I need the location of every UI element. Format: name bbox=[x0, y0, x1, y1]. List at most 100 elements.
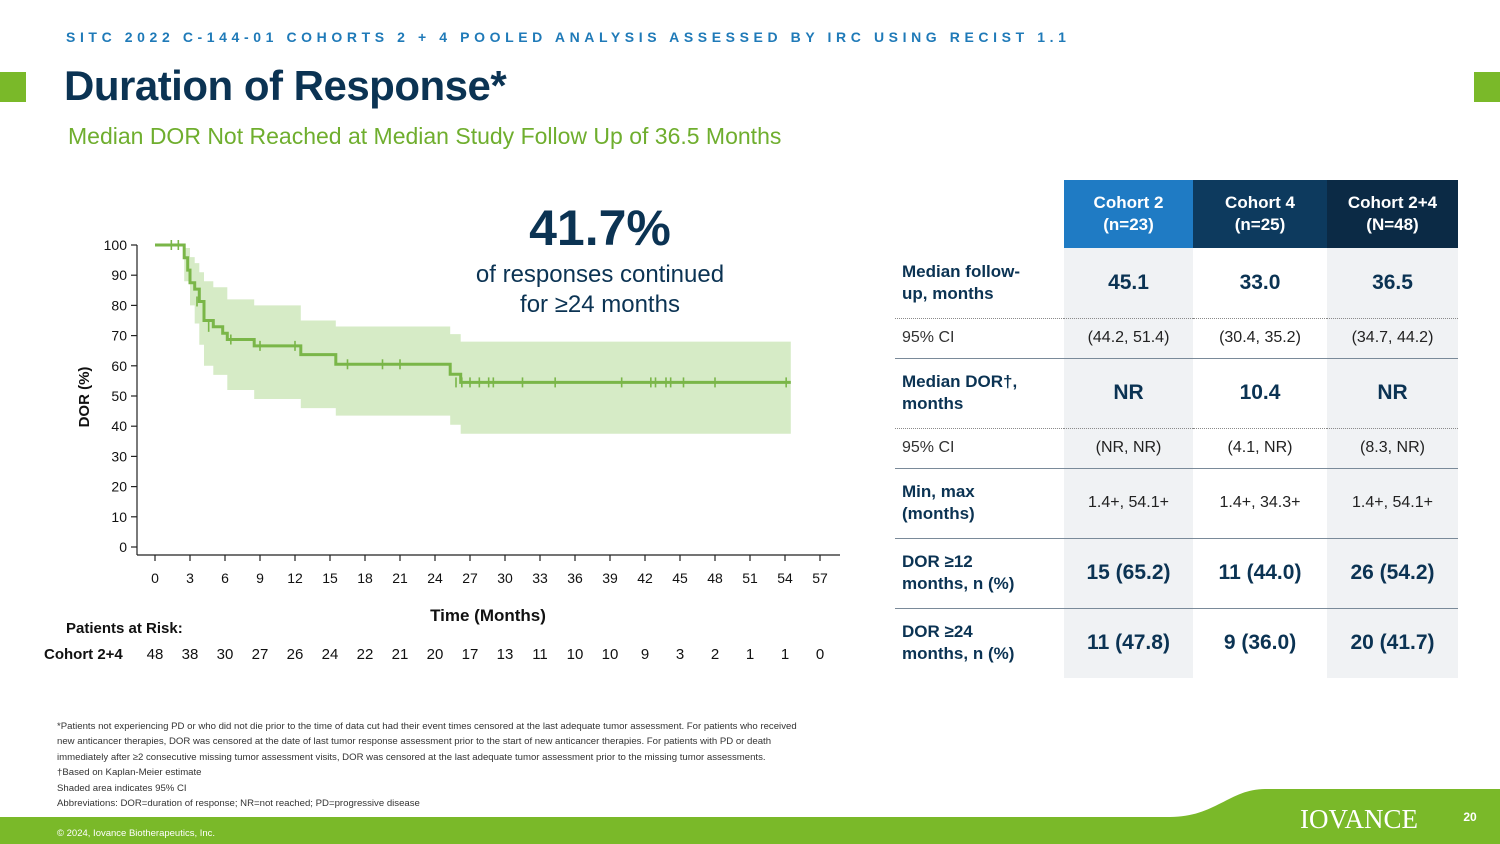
table-cell: 11 (47.8) bbox=[1064, 608, 1193, 678]
at-risk-value: 9 bbox=[641, 646, 649, 663]
table-cell: 15 (65.2) bbox=[1064, 538, 1193, 609]
x-tick-label: 48 bbox=[707, 570, 723, 586]
at-risk-value: 3 bbox=[676, 646, 684, 663]
table-row-dor-12: DOR ≥12 months, n (%) 15 (65.2) 11 (44.0)… bbox=[895, 538, 1458, 609]
row-label: Min, max (months) bbox=[895, 468, 1064, 539]
table-corner bbox=[895, 180, 1064, 248]
x-tick-label: 39 bbox=[602, 570, 618, 586]
footnote-line: Shaded area indicates 95% CI bbox=[57, 782, 187, 794]
right-accent-bar bbox=[1474, 72, 1500, 102]
footnotes: *Patients not experiencing PD or who did… bbox=[57, 719, 897, 811]
table-row-dor-24: DOR ≥24 months, n (%) 11 (47.8) 9 (36.0) … bbox=[895, 608, 1458, 678]
at-risk-value: 0 bbox=[816, 646, 824, 663]
at-risk-value: 21 bbox=[392, 646, 409, 663]
y-tick-label: 90 bbox=[111, 267, 127, 283]
x-tick-label: 57 bbox=[812, 570, 828, 586]
x-tick-label: 24 bbox=[427, 570, 443, 586]
x-tick-label: 12 bbox=[287, 570, 303, 586]
results-table: Cohort 2 (n=23) Cohort 4 (n=25) Cohort 2+4… bbox=[895, 180, 1458, 678]
table-cell: NR bbox=[1327, 358, 1458, 429]
callout: 41.7% of responses continued for ≥24 mon… bbox=[440, 196, 760, 320]
at-risk-value: 10 bbox=[602, 646, 619, 663]
x-tick-label: 6 bbox=[221, 570, 229, 586]
column-header-cohort-4: Cohort 4 (n=25) bbox=[1193, 180, 1327, 248]
eyebrow-text: SITC 2022 C-144-01 COHORTS 2 + 4 POOLED … bbox=[66, 29, 1071, 45]
table-cell: 1.4+, 54.1+ bbox=[1064, 468, 1193, 539]
y-tick-label: 60 bbox=[111, 358, 127, 374]
y-tick-label: 80 bbox=[111, 297, 127, 313]
iovance-logo: IOVANCE bbox=[1300, 804, 1419, 834]
at-risk-title: Patients at Risk: bbox=[66, 620, 183, 637]
table-cell: (44.2, 51.4) bbox=[1064, 318, 1193, 359]
table-cell: 9 (36.0) bbox=[1193, 608, 1327, 678]
footnote-line: new anticancer therapies, DOR was censor… bbox=[57, 736, 772, 748]
at-risk-value: 13 bbox=[497, 646, 514, 663]
table-cell: 1.4+, 34.3+ bbox=[1193, 468, 1327, 539]
footnote-line: *Patients not experiencing PD or who did… bbox=[57, 721, 797, 732]
row-label: Median DOR†, months bbox=[895, 358, 1064, 429]
x-tick-label: 9 bbox=[256, 570, 264, 586]
at-risk-value: 1 bbox=[746, 646, 754, 663]
at-risk-value: 10 bbox=[567, 646, 584, 663]
at-risk-value: 38 bbox=[182, 646, 199, 663]
column-header-cohort-2: Cohort 2 (n=23) bbox=[1064, 180, 1193, 248]
footer-band bbox=[0, 789, 1500, 844]
x-tick-label: 21 bbox=[392, 570, 408, 586]
row-label: DOR ≥24 months, n (%) bbox=[902, 622, 1015, 664]
at-risk-value: 1 bbox=[781, 646, 789, 663]
y-tick-label: 50 bbox=[111, 388, 127, 404]
table-cell: NR bbox=[1064, 358, 1193, 429]
x-tick-label: 18 bbox=[357, 570, 373, 586]
table-row-median-follow-up: Median follow-up, months 45.1 33.0 36.5 bbox=[895, 248, 1458, 319]
row-label: Median follow-up, months bbox=[895, 248, 1064, 319]
table-cell: (34.7, 44.2) bbox=[1327, 318, 1458, 359]
km-curve bbox=[155, 243, 791, 384]
table-cell: 36.5 bbox=[1327, 248, 1458, 319]
table-row-dor-ci: 95% CI (NR, NR) (4.1, NR) (8.3, NR) bbox=[895, 428, 1458, 469]
at-risk-row-label: Cohort 2+4 bbox=[44, 646, 123, 663]
y-axis-label: DOR (%) bbox=[76, 367, 93, 428]
at-risk-value: 26 bbox=[287, 646, 304, 663]
footnote-line: †Based on Kaplan-Meier estimate bbox=[57, 767, 202, 779]
x-tick-label: 15 bbox=[322, 570, 338, 586]
table-cell: (8.3, NR) bbox=[1327, 428, 1458, 469]
at-risk-value: 22 bbox=[357, 646, 374, 663]
copyright-text: © 2024, Iovance Biotherapeutics, Inc. bbox=[57, 828, 216, 839]
y-tick-label: 100 bbox=[104, 237, 128, 253]
x-tick-label: 30 bbox=[497, 570, 513, 586]
footnote-line: Abbreviations: DOR=duration of response;… bbox=[57, 798, 420, 810]
table-row-follow-up-ci: 95% CI (44.2, 51.4) (30.4, 35.2) (34.7, … bbox=[895, 318, 1458, 359]
slide-subtitle: Median DOR Not Reached at Median Study F… bbox=[68, 123, 782, 149]
x-tick-label: 36 bbox=[567, 570, 583, 586]
page-number: 20 bbox=[1452, 801, 1488, 833]
x-tick-label: 54 bbox=[777, 570, 793, 586]
table-cell: (NR, NR) bbox=[1064, 428, 1193, 469]
at-risk-value: 48 bbox=[147, 646, 164, 663]
left-accent-bar bbox=[0, 72, 26, 102]
x-tick-label: 27 bbox=[462, 570, 478, 586]
row-label: DOR ≥12 months, n (%) bbox=[895, 538, 1064, 609]
x-tick-label: 51 bbox=[742, 570, 758, 586]
table-row-min-max: Min, max (months) 1.4+, 54.1+ 1.4+, 34.3+… bbox=[895, 468, 1458, 539]
table-cell: 45.1 bbox=[1064, 248, 1193, 319]
y-tick-label: 10 bbox=[111, 509, 127, 525]
x-axis-label: Time (Months) bbox=[430, 606, 546, 625]
table-cell: (4.1, NR) bbox=[1193, 428, 1327, 469]
row-label: 95% CI bbox=[895, 428, 1064, 469]
table-cell: (30.4, 35.2) bbox=[1193, 318, 1327, 359]
y-tick-label: 0 bbox=[119, 539, 127, 555]
x-tick-label: 0 bbox=[151, 570, 159, 586]
at-risk-value: 20 bbox=[427, 646, 444, 663]
at-risk-value: 24 bbox=[322, 646, 339, 663]
at-risk-value: 2 bbox=[711, 646, 719, 663]
at-risk-value: 17 bbox=[462, 646, 479, 663]
y-tick-label: 20 bbox=[111, 479, 127, 495]
slide-title: Duration of Response* bbox=[64, 62, 507, 109]
table-cell: 11 (44.0) bbox=[1193, 538, 1327, 609]
table-cell: 10.4 bbox=[1193, 358, 1327, 429]
footnote-line: immediately after ≥2 consecutive missing… bbox=[57, 751, 766, 763]
x-tick-label: 3 bbox=[186, 570, 194, 586]
y-tick-label: 30 bbox=[111, 448, 127, 464]
callout-line-2: for ≥24 months bbox=[520, 291, 680, 318]
